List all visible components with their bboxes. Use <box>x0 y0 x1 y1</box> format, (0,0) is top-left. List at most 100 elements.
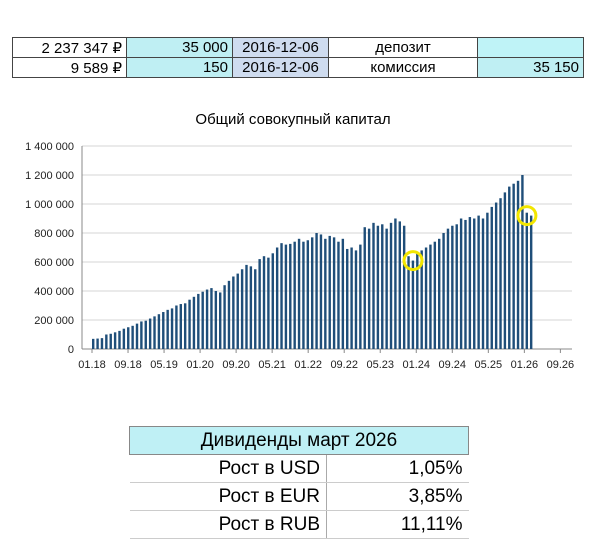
balance-cell[interactable]: 2 237 347 ₽ <box>12 37 127 58</box>
bar <box>525 212 528 349</box>
bar <box>407 256 410 349</box>
bar <box>289 243 292 350</box>
dividend-label: Рост в USD <box>129 454 327 483</box>
table-row: Рост в USD 1,05% <box>129 454 469 483</box>
capital-chart: Общий совокупный капитал 0 200 000 400 000… <box>25 111 574 371</box>
type-cell[interactable]: депозит <box>328 37 478 58</box>
amount-cell[interactable]: 150 <box>126 57 233 78</box>
bar <box>464 219 467 349</box>
bar <box>236 273 239 349</box>
bar <box>179 304 182 349</box>
table-row: 9 589 ₽ 150 2016-12-06 комиссия 35 150 <box>12 57 584 78</box>
bar <box>324 238 327 349</box>
bar <box>315 233 318 349</box>
dividends-table: Дивиденды март 2026 Рост в USD 1,05% Рос… <box>129 426 469 539</box>
bar <box>297 238 301 349</box>
bar <box>175 305 178 349</box>
x-tick-label: 09.18 <box>114 359 142 371</box>
bar <box>499 198 502 349</box>
y-tick-label: 400 000 <box>34 286 74 298</box>
bar <box>197 293 200 349</box>
bar <box>512 183 515 349</box>
bar <box>144 320 147 349</box>
x-tick-label: 05.21 <box>258 359 286 371</box>
bar <box>521 175 524 349</box>
bar <box>402 225 406 349</box>
bar <box>341 238 345 349</box>
x-tick-label: 09.24 <box>439 359 467 371</box>
x-tick-label: 01.26 <box>511 359 539 371</box>
bar <box>113 332 117 349</box>
bar <box>118 330 121 350</box>
dividend-label: Рост в RUB <box>129 510 327 539</box>
bar <box>394 218 397 349</box>
bar <box>162 312 165 349</box>
bar <box>459 218 463 349</box>
bar <box>389 222 393 349</box>
highlight-circle <box>402 250 424 272</box>
bar <box>503 192 507 349</box>
bar <box>508 186 511 349</box>
x-tick-label: 01.20 <box>186 359 214 371</box>
x-axis: 01.18 09.18 05.19 01.20 09.20 05.21 01.22 09.22… <box>78 349 574 371</box>
bar <box>100 338 104 350</box>
bar <box>284 244 288 349</box>
bar <box>258 259 261 349</box>
bar <box>473 218 476 349</box>
bar <box>153 316 156 350</box>
table-row: Рост в RUB 11,11% <box>129 510 469 539</box>
bar <box>446 228 450 349</box>
bar <box>109 333 112 349</box>
bar <box>490 206 493 349</box>
bar <box>302 241 305 349</box>
bar <box>122 328 126 349</box>
bar <box>205 289 209 349</box>
bar <box>105 334 108 349</box>
bar <box>398 221 401 349</box>
bar <box>271 253 274 349</box>
bar <box>429 244 432 349</box>
extra-cell[interactable]: 35 150 <box>477 57 584 78</box>
bar <box>127 327 130 349</box>
bar <box>451 225 454 349</box>
x-tick-label: 05.25 <box>475 359 503 371</box>
x-tick-label: 05.19 <box>150 359 178 371</box>
bar <box>381 224 384 349</box>
bar <box>183 303 187 349</box>
bar <box>494 202 498 349</box>
date-cell[interactable]: 2016-12-06 <box>232 37 329 58</box>
bar <box>332 237 336 349</box>
x-tick-label: 01.22 <box>294 359 322 371</box>
dividends-title: Дивиденды март 2026 <box>129 426 469 455</box>
bar <box>424 247 428 349</box>
bar <box>310 237 314 349</box>
amount-cell[interactable]: 35 000 <box>126 37 233 58</box>
bar <box>148 318 152 349</box>
bar <box>245 264 248 349</box>
bar <box>416 253 419 349</box>
bar <box>516 180 520 349</box>
bar <box>350 247 353 349</box>
bar <box>240 269 244 349</box>
chart-bars <box>92 175 533 350</box>
bar <box>328 235 331 349</box>
x-tick-label: 09.22 <box>330 359 358 371</box>
bar <box>262 256 266 349</box>
bar <box>529 215 533 349</box>
type-cell[interactable]: комиссия <box>328 57 478 78</box>
y-tick-label: 1 200 000 <box>25 170 74 182</box>
bar <box>280 243 283 349</box>
bar <box>455 224 458 349</box>
x-tick-label: 09.20 <box>222 359 250 371</box>
balance-cell[interactable]: 9 589 ₽ <box>12 57 127 78</box>
bar <box>157 314 161 349</box>
chart-highlights <box>402 205 538 272</box>
extra-cell[interactable] <box>477 37 584 58</box>
dividend-label: Рост в EUR <box>129 482 327 511</box>
bar <box>92 338 95 349</box>
y-tick-label: 1 000 000 <box>25 199 74 211</box>
y-tick-label: 800 000 <box>34 228 74 240</box>
bar <box>249 266 253 349</box>
date-cell[interactable]: 2016-12-06 <box>232 57 329 78</box>
y-tick-label: 1 400 000 <box>25 141 74 153</box>
